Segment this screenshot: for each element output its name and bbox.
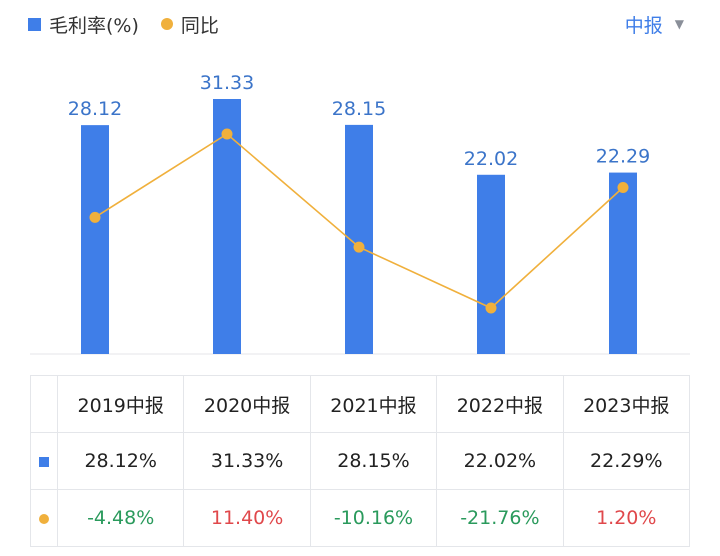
row-marker-cell xyxy=(30,432,58,490)
legend-square-icon xyxy=(28,17,41,31)
table-cell: 1.20% xyxy=(562,489,691,547)
dot-marker-icon xyxy=(39,514,49,524)
table-header-2019: 2019中报 xyxy=(56,375,185,433)
table-cell: -10.16% xyxy=(309,489,438,547)
table-header-2021: 2021中报 xyxy=(309,375,438,433)
bar[interactable] xyxy=(477,174,505,354)
table-header-2023: 2023中报 xyxy=(562,375,691,433)
period-dropdown[interactable]: 中报 ▼ xyxy=(625,10,684,38)
table-row-gross-margin: 28.12% 31.33% 28.15% 22.02% 22.29% xyxy=(30,432,691,490)
chart: 28.12 31.33 28.15 22.02 22.29 xyxy=(30,72,690,355)
table-cell: 22.29% xyxy=(562,432,691,490)
yoy-point[interactable] xyxy=(221,128,233,140)
table-header-2022: 2022中报 xyxy=(436,375,564,433)
yoy-point[interactable] xyxy=(617,182,629,194)
table-cell: -4.48% xyxy=(56,489,185,547)
yoy-point[interactable] xyxy=(89,211,101,223)
yoy-point[interactable] xyxy=(353,241,365,253)
legend-item-yoy[interactable]: 同比 xyxy=(160,11,219,38)
bar-value-label: 28.15 xyxy=(332,98,386,120)
table-corner-cell xyxy=(30,375,58,433)
legend: 毛利率(%) 同比 xyxy=(28,10,241,38)
table-cell: 28.12% xyxy=(56,432,185,490)
table-cell: 22.02% xyxy=(436,432,564,490)
bar[interactable] xyxy=(609,172,637,354)
caret-down-icon: ▼ xyxy=(674,17,684,31)
table-row-yoy: -4.48% 11.40% -10.16% -21.76% 1.20% xyxy=(30,489,691,547)
period-dropdown-label: 中报 xyxy=(624,14,663,37)
table-header-2020: 2020中报 xyxy=(183,375,311,433)
table-cell: 31.33% xyxy=(183,432,311,490)
table-header-row: 2019中报 2020中报 2021中报 2022中报 2023中报 xyxy=(30,375,691,433)
data-table: 2019中报 2020中报 2021中报 2022中报 2023中报 28.12… xyxy=(30,375,691,547)
yoy-point[interactable] xyxy=(485,302,497,314)
square-marker-icon xyxy=(39,457,49,467)
bar-value-label: 22.02 xyxy=(464,148,518,170)
bar-value-label: 22.29 xyxy=(596,146,650,168)
legend-label-gross-margin: 毛利率(%) xyxy=(49,14,139,37)
bar-value-label: 31.33 xyxy=(200,72,254,94)
table-cell: -21.76% xyxy=(436,489,564,547)
bar-value-label: 28.12 xyxy=(68,98,122,120)
legend-dot-icon xyxy=(160,18,173,30)
bar[interactable] xyxy=(81,125,109,355)
legend-item-gross-margin[interactable]: 毛利率(%) xyxy=(28,11,139,38)
table-cell: 11.40% xyxy=(183,489,311,547)
legend-label-yoy: 同比 xyxy=(180,14,219,37)
table-cell: 28.15% xyxy=(309,432,438,490)
row-marker-cell xyxy=(30,489,58,547)
